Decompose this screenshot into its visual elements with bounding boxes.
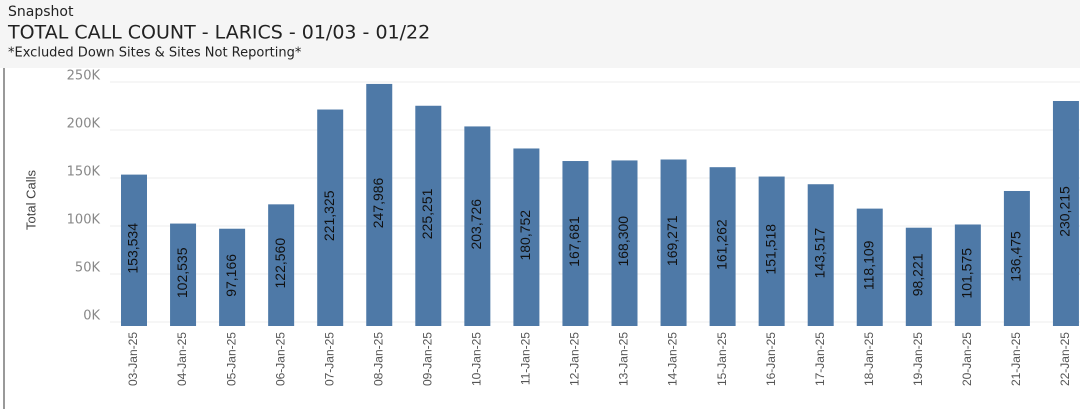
- bar: [366, 83, 393, 326]
- value-label: 136,475: [1008, 231, 1024, 282]
- x-tick-label: 15-Jan-25: [715, 332, 729, 386]
- value-label: 153,534: [125, 223, 141, 274]
- value-label: 247,986: [370, 177, 386, 228]
- x-tick-label: 13-Jan-25: [617, 332, 631, 386]
- bar: [562, 161, 589, 326]
- x-tick-label: 08-Jan-25: [371, 332, 385, 386]
- bar: [170, 223, 197, 326]
- bar: [856, 208, 883, 326]
- x-tick-label: 04-Jan-25: [175, 332, 189, 386]
- value-label: 230,215: [1057, 186, 1073, 237]
- y-tick-label: 150K: [67, 165, 101, 180]
- subtitle: *Excluded Down Sites & Sites Not Reporti…: [8, 46, 302, 61]
- y-tick-label: 100K: [67, 213, 101, 228]
- header-band: [0, 0, 1080, 68]
- chart-title: TOTAL CALL COUNT - LARICS - 01/03 - 01/2…: [7, 22, 430, 44]
- x-tick-label: 19-Jan-25: [911, 332, 925, 386]
- x-tick-label: 07-Jan-25: [322, 332, 336, 386]
- x-tick-label: 03-Jan-25: [126, 332, 140, 386]
- x-tick-label: 16-Jan-25: [764, 332, 778, 386]
- y-tick-label: 0K: [83, 309, 100, 324]
- bar: [121, 174, 147, 326]
- y-axis-title: Total Calls: [23, 170, 38, 230]
- bar: [464, 126, 491, 327]
- bar: [1003, 190, 1030, 326]
- value-label: 161,262: [713, 219, 729, 270]
- x-tick-label: 20-Jan-25: [960, 332, 974, 386]
- value-label: 118,109: [860, 240, 876, 290]
- bar: [1052, 100, 1079, 327]
- bar: [709, 167, 736, 326]
- value-label: 203,726: [468, 199, 484, 250]
- value-label: 168,300: [615, 216, 631, 267]
- bar: [611, 160, 638, 326]
- bar: [905, 227, 932, 326]
- header: Snapshot: [8, 4, 74, 20]
- bar: [317, 109, 344, 326]
- x-tick-label: 12-Jan-25: [568, 332, 582, 386]
- value-label: 98,221: [910, 253, 926, 296]
- bar: [807, 184, 834, 326]
- value-label: 97,166: [223, 254, 239, 297]
- bar: [219, 228, 246, 326]
- value-label: 101,575: [959, 248, 975, 299]
- bar: [660, 159, 687, 326]
- value-label: 167,681: [566, 216, 582, 267]
- x-tick-label: 05-Jan-25: [224, 332, 238, 386]
- x-tick-label: 11-Jan-25: [519, 332, 533, 385]
- x-tick-label: 22-Jan-25: [1058, 332, 1072, 386]
- bar: [415, 105, 442, 327]
- x-tick-label: 10-Jan-25: [470, 332, 484, 386]
- y-tick-label: 250K: [67, 69, 101, 84]
- bar: [758, 176, 785, 326]
- x-tick-label: 06-Jan-25: [273, 332, 287, 386]
- value-label: 169,271: [664, 215, 680, 266]
- x-tick-label: 17-Jan-25: [813, 332, 827, 386]
- value-label: 225,251: [419, 188, 435, 239]
- x-tick-label: 21-Jan-25: [1009, 332, 1023, 386]
- bar: [954, 224, 981, 326]
- x-tick-label: 14-Jan-25: [666, 332, 680, 386]
- value-label: 143,517: [811, 228, 827, 279]
- y-tick-label: 50K: [75, 261, 101, 276]
- value-label: 180,752: [517, 210, 533, 261]
- value-label: 122,560: [272, 238, 288, 289]
- value-label: 221,325: [321, 190, 337, 241]
- value-label: 102,535: [174, 247, 190, 298]
- bar: [268, 204, 295, 326]
- value-label: 151,518: [762, 224, 778, 275]
- y-tick-label: 200K: [67, 117, 101, 132]
- x-tick-label: 09-Jan-25: [420, 332, 434, 386]
- bar: [513, 148, 540, 326]
- x-tick-label: 18-Jan-25: [862, 332, 876, 386]
